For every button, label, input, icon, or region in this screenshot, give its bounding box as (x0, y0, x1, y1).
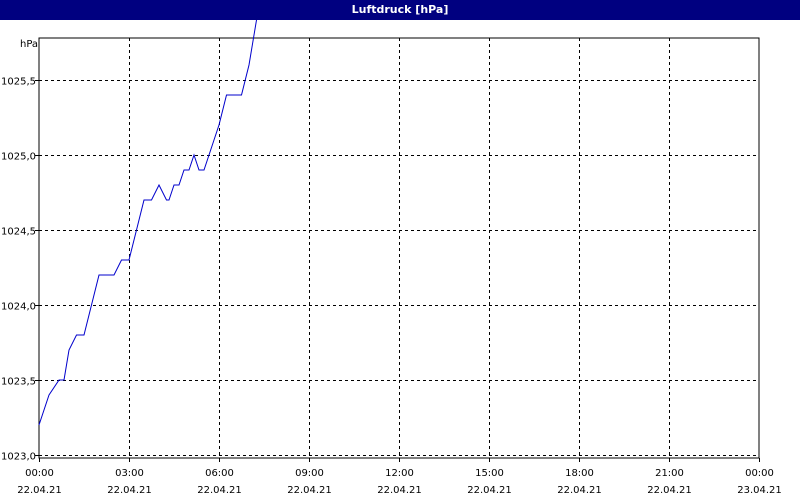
y-tick-label: 1025,0 (1, 152, 36, 163)
x-tick-label-date: 22.04.21 (557, 485, 602, 496)
x-tick-label-time: 03:00 (115, 468, 144, 479)
x-tick-label-time: 00:00 (745, 468, 774, 479)
x-tick-label-time: 18:00 (565, 468, 594, 479)
y-tick-label: 1023,0 (1, 452, 36, 463)
x-tick-label-time: 15:00 (475, 468, 504, 479)
x-tick-label-date: 22.04.21 (287, 485, 332, 496)
x-tick-label-time: 06:00 (205, 468, 234, 479)
x-tick-label-time: 00:00 (25, 468, 54, 479)
x-tick-label-time: 21:00 (655, 468, 684, 479)
y-tick-label: 1023,5 (1, 377, 36, 388)
x-tick-label-date: 22.04.21 (17, 485, 62, 496)
pressure-chart: hPa 1023,0 1023,5 1024,0 1024,5 1025,0 1025,5… (1, 0, 782, 496)
y-tick-label: 1025,5 (1, 77, 36, 88)
x-tick-label-date: 22.04.21 (197, 485, 242, 496)
x-tick-label-time: 12:00 (385, 468, 414, 479)
x-tick-label-date: 23.04.21 (737, 485, 782, 496)
y-axis-label: hPa (20, 39, 38, 50)
pressure-line (38, 0, 263, 426)
x-tick-label-time: 09:00 (295, 468, 324, 479)
chart-title: Luftdruck [hPa] (0, 0, 800, 20)
y-tick-label: 1024,5 (1, 227, 36, 238)
y-tick-label: 1024,0 (1, 302, 36, 313)
x-tick-label-date: 22.04.21 (647, 485, 692, 496)
x-tick-label-date: 22.04.21 (467, 485, 512, 496)
x-tick-label-date: 22.04.21 (107, 485, 152, 496)
x-tick-label-date: 22.04.21 (377, 485, 422, 496)
